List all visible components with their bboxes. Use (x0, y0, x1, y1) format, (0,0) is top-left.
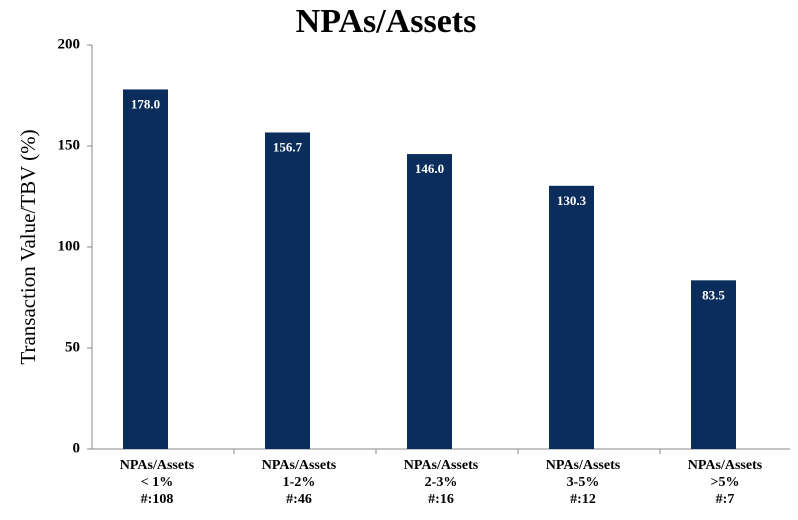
x-tick-label: #:46 (286, 492, 312, 507)
y-tick-label: 100 (58, 238, 81, 254)
bar (407, 154, 452, 449)
value-label: 130.3 (557, 193, 587, 208)
y-tick-label: 0 (73, 440, 81, 456)
y-axis-label: Transaction Value/TBV (%) (16, 129, 40, 364)
x-tick-label: NPAs/Assets (546, 458, 621, 473)
value-label: 146.0 (415, 161, 444, 176)
x-tick-label: NPAs/Assets (688, 458, 763, 473)
x-tick-label: NPAs/Assets (262, 458, 337, 473)
x-tick-label: #:12 (570, 492, 596, 507)
value-label: 156.7 (273, 139, 303, 154)
x-tick-label: NPAs/Assets (404, 458, 479, 473)
x-tick-label: 1-2% (283, 475, 316, 490)
bar (123, 89, 168, 449)
x-tick-label: 2-3% (425, 475, 458, 490)
x-tick-label: 3-5% (567, 475, 600, 490)
value-label: 178.0 (131, 96, 160, 111)
x-tick-label: #:7 (716, 492, 735, 507)
y-tick-label: 200 (58, 36, 81, 52)
bar (549, 185, 594, 449)
x-tick-label: < 1% (141, 475, 173, 490)
x-tick-label: #:16 (428, 492, 454, 507)
x-tick-label: #:108 (141, 492, 174, 507)
bar (265, 132, 310, 449)
y-tick-label: 150 (58, 137, 81, 153)
y-tick-label: 50 (65, 339, 80, 355)
x-tick-label: NPAs/Assets (120, 458, 195, 473)
chart-title: NPAs/Assets (296, 3, 477, 40)
x-tick-label: >5% (711, 475, 740, 490)
value-label: 83.5 (702, 287, 725, 302)
bar (691, 280, 736, 449)
